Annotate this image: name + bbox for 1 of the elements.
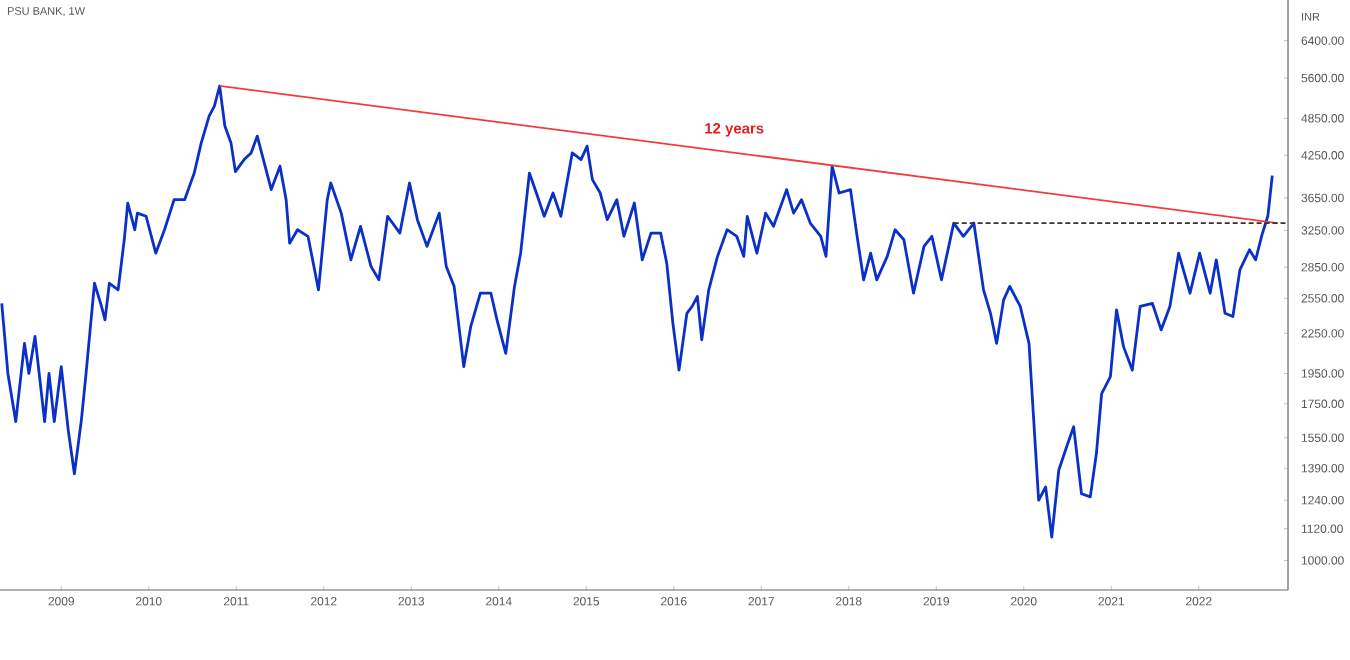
line-series xyxy=(0,84,1274,539)
